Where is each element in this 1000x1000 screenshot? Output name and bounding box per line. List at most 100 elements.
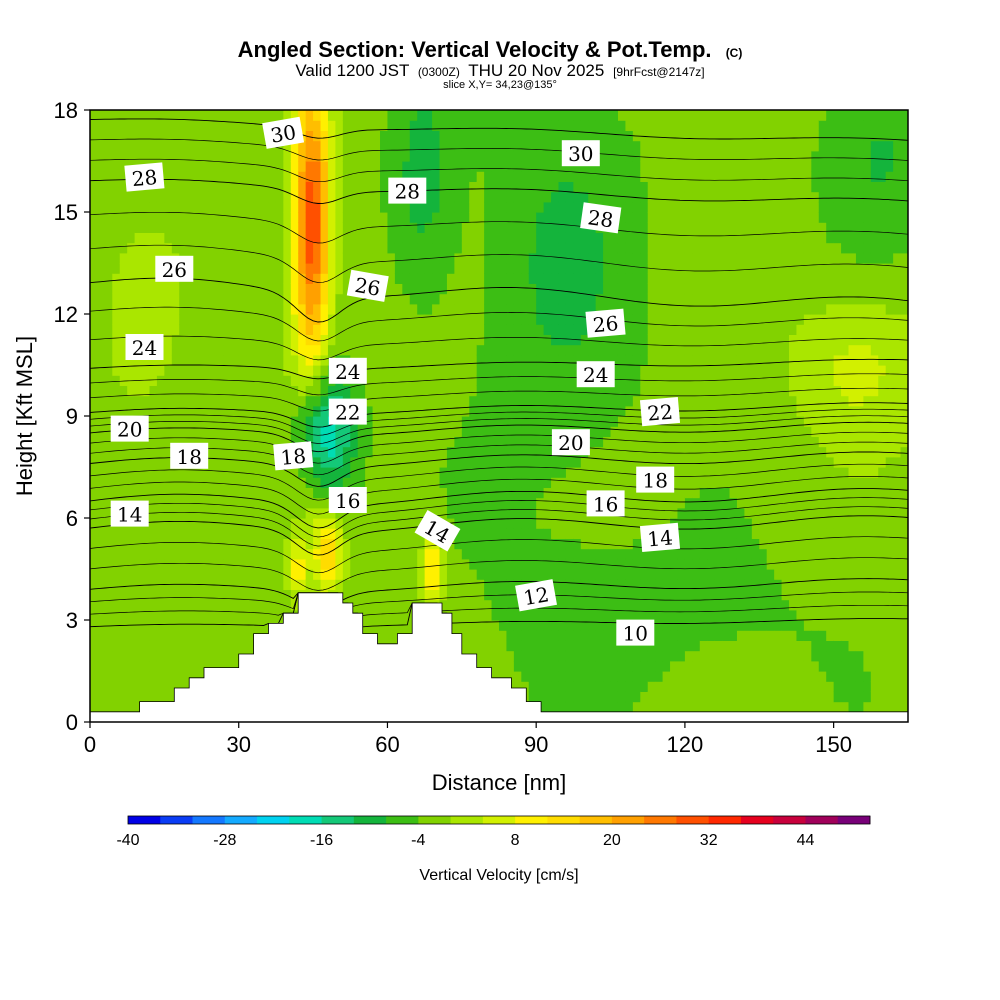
velocity-cell <box>298 497 307 509</box>
velocity-cell <box>208 334 218 346</box>
velocity-cell <box>156 191 165 203</box>
velocity-cell <box>164 212 173 223</box>
velocity-cell <box>484 293 493 305</box>
velocity-cell <box>127 283 136 295</box>
velocity-cell <box>610 110 619 121</box>
velocity-cell <box>640 314 649 325</box>
velocity-cell <box>573 110 582 121</box>
velocity-cell <box>409 416 418 427</box>
velocity-cell <box>424 569 433 580</box>
velocity-cell <box>246 507 255 519</box>
velocity-cell <box>365 426 374 437</box>
velocity-cell <box>565 701 574 713</box>
velocity-cell <box>684 273 693 284</box>
velocity-cell <box>699 630 708 641</box>
velocity-cell <box>372 140 381 152</box>
velocity-cell <box>521 477 530 488</box>
velocity-cell <box>684 283 693 295</box>
velocity-cell <box>134 140 143 152</box>
velocity-cell <box>677 507 686 519</box>
velocity-cell <box>283 334 292 346</box>
velocity-cell <box>327 558 336 570</box>
velocity-cell <box>394 528 403 539</box>
velocity-cell <box>201 334 210 346</box>
velocity-cell <box>409 589 418 601</box>
velocity-cell <box>432 569 441 580</box>
velocity-cell <box>216 120 225 131</box>
velocity-cell <box>684 671 693 682</box>
velocity-cell <box>298 569 307 580</box>
velocity-cell <box>119 477 128 488</box>
velocity-cell <box>127 263 136 274</box>
velocity-cell <box>342 293 351 305</box>
velocity-cell <box>253 273 262 284</box>
velocity-cell <box>662 303 671 315</box>
velocity-cell <box>484 161 493 172</box>
velocity-cell <box>142 589 151 601</box>
velocity-cell <box>387 324 396 335</box>
velocity-cell <box>588 467 597 478</box>
velocity-cell <box>208 477 218 488</box>
velocity-cell <box>402 232 411 244</box>
velocity-cell <box>171 640 180 652</box>
velocity-cell <box>461 579 470 590</box>
velocity-cell <box>179 150 188 162</box>
velocity-cell <box>261 395 270 407</box>
velocity-cell <box>246 181 255 193</box>
velocity-cell <box>670 650 679 662</box>
velocity-cell <box>417 161 426 172</box>
velocity-cell <box>179 558 188 570</box>
velocity-cell <box>253 548 262 560</box>
velocity-cell <box>506 110 515 121</box>
title-mark: (C) <box>726 46 743 60</box>
velocity-cell <box>208 620 218 631</box>
velocity-cell <box>380 579 389 590</box>
velocity-cell <box>223 293 232 305</box>
velocity-cell <box>320 293 329 305</box>
velocity-cell <box>134 599 143 611</box>
velocity-cell <box>253 232 262 244</box>
velocity-cell <box>268 365 277 376</box>
velocity-cell <box>290 314 299 325</box>
velocity-cell <box>432 426 441 437</box>
velocity-cell <box>387 467 396 478</box>
velocity-cell <box>275 252 284 264</box>
velocity-cell <box>283 303 292 315</box>
velocity-cell <box>595 671 604 682</box>
velocity-cell <box>536 558 545 570</box>
velocity-cell <box>461 640 470 652</box>
velocity-cell <box>647 110 656 121</box>
velocity-cell <box>335 324 344 335</box>
velocity-cell <box>677 660 686 672</box>
velocity-cell <box>662 150 671 162</box>
velocity-cell <box>290 375 299 386</box>
velocity-cell <box>231 334 240 346</box>
velocity-cell <box>543 467 552 478</box>
velocity-cell <box>394 293 403 305</box>
velocity-cell <box>290 477 299 488</box>
velocity-cell <box>365 242 374 254</box>
velocity-cell <box>387 518 396 529</box>
velocity-cell <box>640 130 649 142</box>
velocity-cell <box>543 314 552 325</box>
velocity-cell <box>394 161 403 172</box>
velocity-cell <box>275 405 284 417</box>
velocity-cell <box>640 589 649 601</box>
velocity-cell <box>194 620 203 631</box>
velocity-cell <box>313 538 322 550</box>
velocity-cell <box>603 589 612 601</box>
velocity-cell <box>216 497 225 509</box>
velocity-cell <box>156 671 165 682</box>
velocity-cell <box>231 161 240 172</box>
velocity-cell <box>327 334 336 346</box>
velocity-cell <box>290 252 299 264</box>
velocity-cell <box>380 110 389 121</box>
velocity-cell <box>692 426 701 437</box>
velocity-cell <box>417 385 426 397</box>
velocity-cell <box>402 426 411 437</box>
velocity-cell <box>699 344 708 356</box>
velocity-cell <box>387 130 396 142</box>
velocity-cell <box>409 232 418 244</box>
velocity-cell <box>149 538 158 550</box>
velocity-cell <box>432 344 441 356</box>
